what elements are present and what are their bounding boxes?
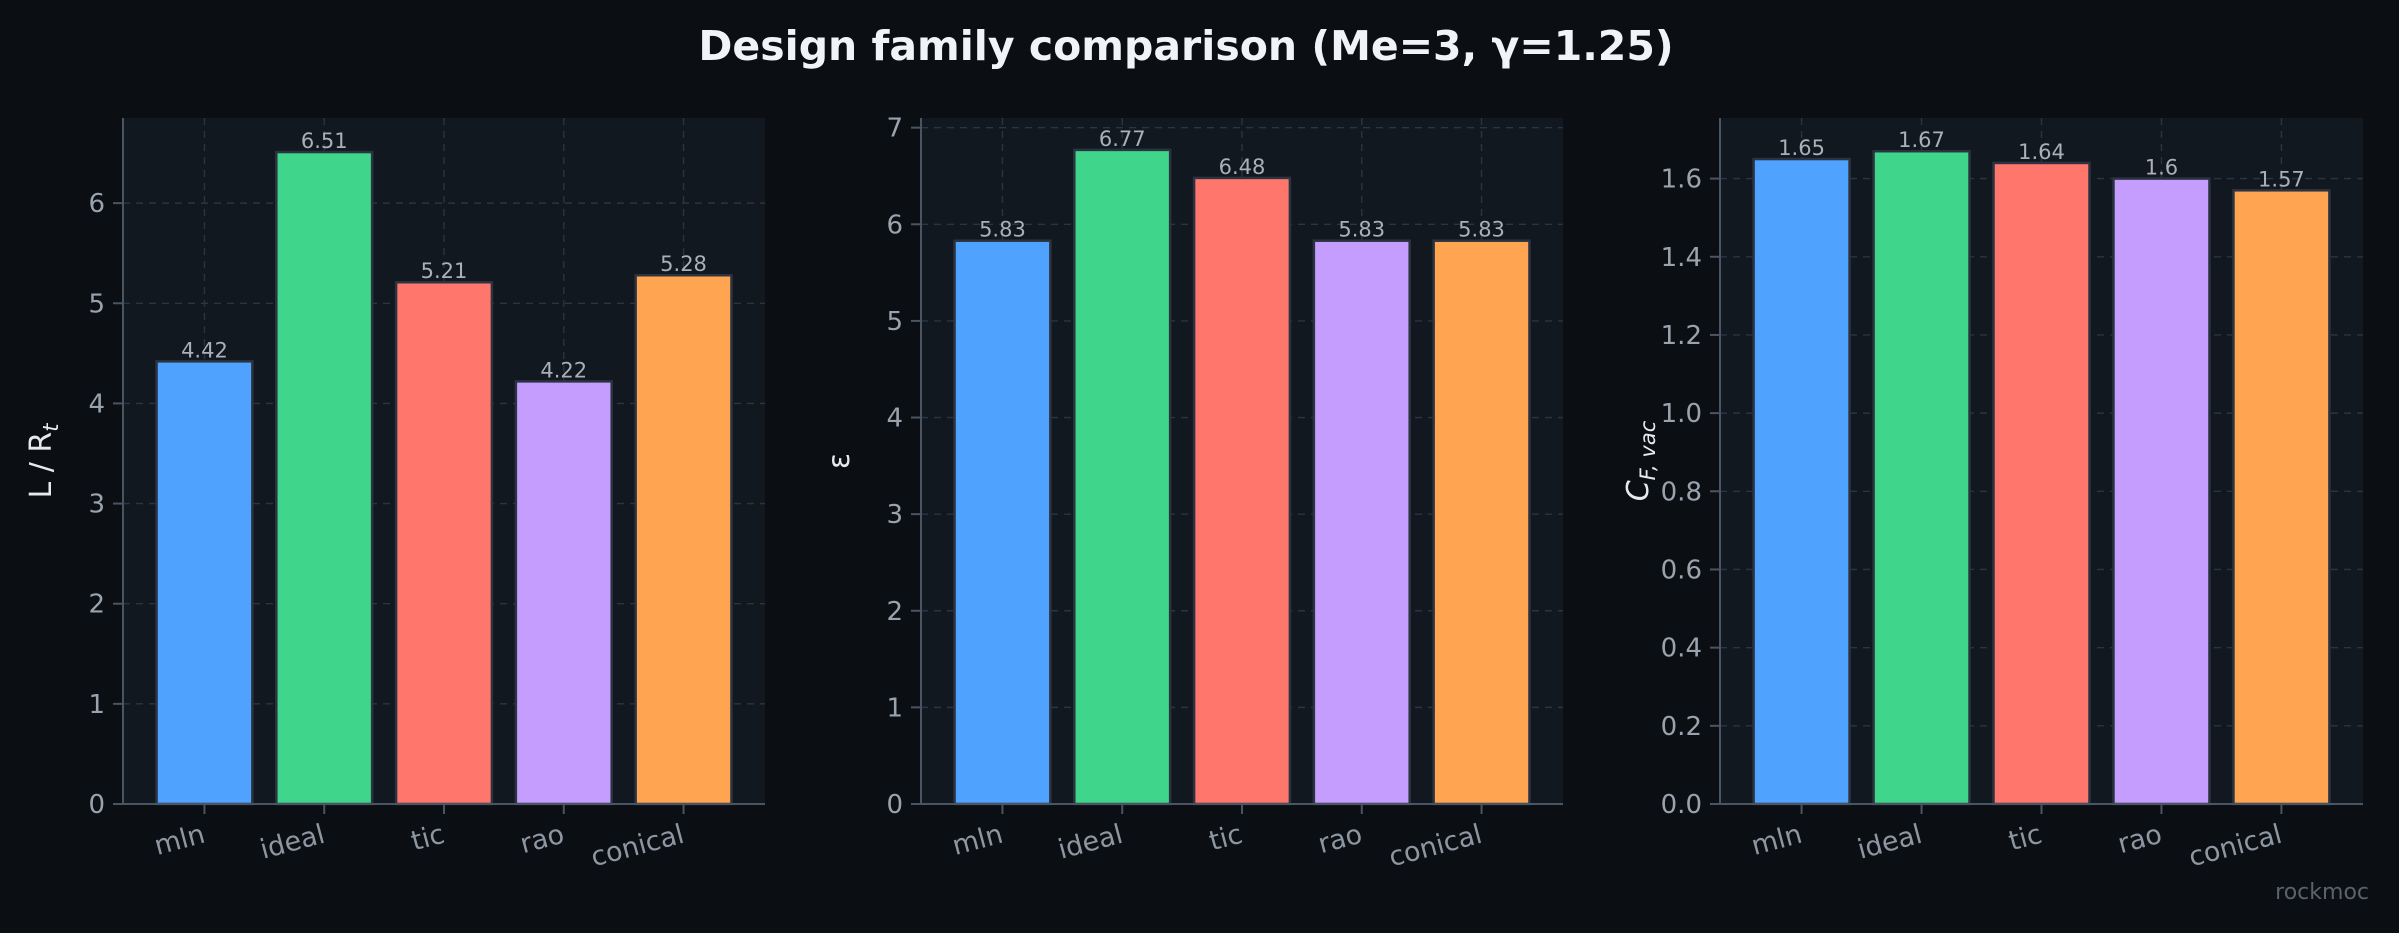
bar-conical [634, 273, 733, 806]
y-tick-label: 3 [886, 500, 903, 530]
y-tick-label: 3 [88, 490, 105, 520]
bar-conical [1432, 239, 1531, 806]
data-label-mln: 4.42 [181, 338, 228, 362]
y-tick-label: 7 [886, 114, 903, 144]
x-tick-label-ideal: ideal [1854, 819, 1925, 866]
data-label-rao: 4.22 [540, 358, 587, 382]
data-label-rao: 5.83 [1338, 218, 1385, 242]
y-tick-label: 1.4 [1661, 243, 1702, 273]
y-tick-label: 6 [88, 189, 105, 219]
y-tick-label: 0.4 [1661, 634, 1702, 664]
bar-ideal [275, 150, 374, 806]
y-tick-label: 0 [886, 790, 903, 820]
chart-panel-3: 1.65 1.67 1.64 1.6 1.57 0.0 0.2 0.4 0.6 0.8 1.0 1.2… [1621, 118, 2363, 873]
bar-rao [514, 380, 613, 806]
y-tick-label: 0.6 [1661, 555, 1702, 585]
bar-rao [2112, 177, 2211, 806]
y-axis-label-main: ε [822, 453, 857, 469]
x-tick-label-mln: mln [151, 819, 208, 862]
data-label-ideal: 6.51 [301, 129, 348, 153]
data-label-rao: 1.6 [2145, 156, 2178, 180]
data-label-tic: 1.64 [2018, 140, 2065, 164]
chart-panel-2: 5.83 6.77 6.48 5.83 5.83 0 1 2 3 4 5 6 7 mln ideal tic r… [822, 114, 1563, 873]
data-label-tic: 5.21 [421, 259, 468, 283]
y-tick-label: 1 [88, 690, 105, 720]
data-label-mln: 5.83 [979, 218, 1026, 242]
data-label-tic: 6.48 [1219, 155, 1266, 179]
data-label-conical: 1.57 [2258, 167, 2305, 191]
y-axis-label-subscript: F, vac [1636, 420, 1660, 480]
bar-ideal [1073, 148, 1172, 806]
y-tick-label: 1.0 [1661, 399, 1702, 429]
x-tick-label-rao: rao [2115, 819, 2166, 860]
x-tick-label-tic: tic [1206, 819, 1246, 857]
bar-ideal [1872, 149, 1971, 806]
bar-rao [1312, 239, 1411, 806]
bar-mln [1752, 157, 1851, 806]
y-tick-label: 2 [88, 590, 105, 620]
y-tick-label: 1 [886, 693, 903, 723]
x-tick-label-rao: rao [1315, 819, 1366, 860]
chart-panel-1: 4.42 6.51 5.21 4.22 5.28 0 1 2 3 4 5 6 mln ideal tic ra… [24, 118, 765, 873]
y-tick-label: 6 [886, 210, 903, 240]
y-tick-label: 1.2 [1661, 321, 1702, 351]
y-axis-label: L / Rt [24, 423, 63, 499]
x-tick-label-rao: rao [517, 819, 568, 860]
y-axis-label: CF, vac [1621, 420, 1660, 501]
y-tick-label: 4 [886, 404, 903, 434]
y-tick-label: 2 [886, 597, 903, 627]
x-tick-label-ideal: ideal [1055, 819, 1126, 866]
y-axis-label: ε [822, 453, 857, 469]
y-tick-label: 1.6 [1661, 165, 1702, 195]
x-tick-label-tic: tic [2005, 819, 2045, 857]
y-tick-label: 5 [886, 307, 903, 337]
chart-panels: 4.42 6.51 5.21 4.22 5.28 0 1 2 3 4 5 6 mln ideal tic ra… [24, 114, 2363, 873]
x-tick-label-conical: conical [588, 819, 688, 873]
data-label-ideal: 6.77 [1099, 127, 1146, 151]
x-tick-label-conical: conical [1386, 819, 1486, 873]
y-axis-label-main: L / R [24, 432, 59, 499]
bar-mln [155, 360, 254, 806]
y-tick-label: 0.2 [1661, 712, 1702, 742]
data-label-conical: 5.28 [660, 252, 707, 276]
y-tick-label: 4 [88, 389, 105, 419]
x-tick-label-mln: mln [1748, 819, 1805, 862]
bar-mln [953, 239, 1052, 806]
y-tick-label: 0.0 [1661, 790, 1702, 820]
x-tick-label-ideal: ideal [257, 819, 328, 866]
chart-title: Design family comparison (Me=3, γ=1.25) [698, 22, 1673, 70]
x-tick-label-mln: mln [949, 819, 1006, 862]
y-tick-label: 0.8 [1661, 477, 1702, 507]
bar-conical [2232, 189, 2331, 806]
y-axis-label-subscript: t [39, 423, 63, 432]
data-label-ideal: 1.67 [1898, 128, 1945, 152]
y-tick-label: 0 [88, 790, 105, 820]
x-tick-label-tic: tic [408, 819, 448, 857]
bar-tic [1192, 176, 1292, 806]
bar-tic [1992, 161, 2091, 806]
bar-tic [394, 280, 494, 806]
y-axis-label-main: C [1621, 480, 1656, 501]
x-tick-label-conical: conical [2186, 819, 2286, 873]
watermark-text: rockmoc [2275, 880, 2369, 905]
data-label-conical: 5.83 [1458, 218, 1505, 242]
data-label-mln: 1.65 [1778, 136, 1825, 160]
y-tick-label: 5 [88, 289, 105, 319]
